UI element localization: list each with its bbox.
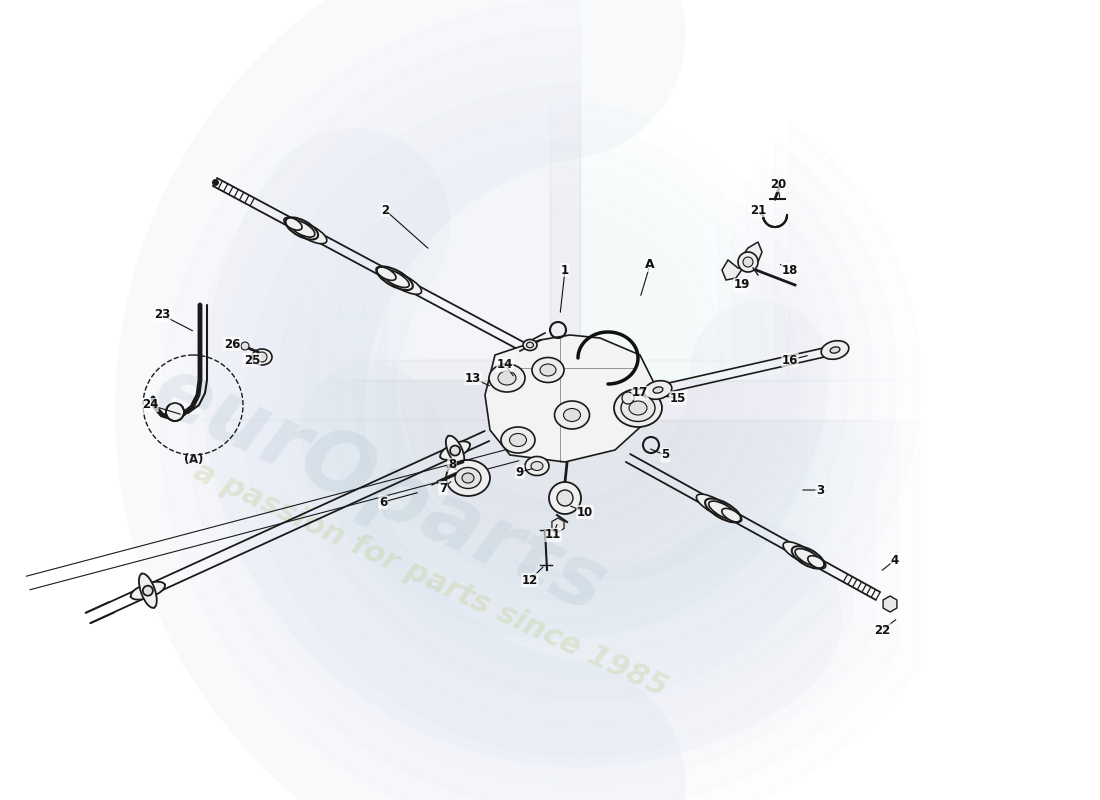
Text: 26: 26 xyxy=(223,338,240,350)
Circle shape xyxy=(742,257,754,267)
Circle shape xyxy=(257,352,267,362)
Ellipse shape xyxy=(531,462,543,470)
Ellipse shape xyxy=(525,457,549,475)
Ellipse shape xyxy=(131,582,165,600)
Ellipse shape xyxy=(563,409,581,422)
Ellipse shape xyxy=(527,342,534,348)
Ellipse shape xyxy=(455,467,481,489)
Ellipse shape xyxy=(509,434,527,446)
Text: 3: 3 xyxy=(816,483,824,497)
Ellipse shape xyxy=(696,494,733,517)
Text: 6: 6 xyxy=(378,495,387,509)
Ellipse shape xyxy=(139,574,157,608)
Text: 23: 23 xyxy=(154,309,170,322)
Text: 20: 20 xyxy=(770,178,786,191)
Circle shape xyxy=(143,586,153,596)
Ellipse shape xyxy=(252,349,272,365)
Polygon shape xyxy=(722,242,762,280)
Circle shape xyxy=(557,490,573,506)
Text: 9: 9 xyxy=(516,466,524,478)
Ellipse shape xyxy=(722,508,741,522)
Ellipse shape xyxy=(284,218,302,230)
Text: 19: 19 xyxy=(734,278,750,291)
Circle shape xyxy=(738,252,758,272)
Circle shape xyxy=(241,342,249,350)
Text: 17: 17 xyxy=(631,386,648,399)
Text: 18: 18 xyxy=(782,263,799,277)
Text: 24: 24 xyxy=(142,398,158,411)
Ellipse shape xyxy=(381,269,409,287)
Text: 1: 1 xyxy=(561,263,569,277)
Text: 25: 25 xyxy=(244,354,261,366)
Circle shape xyxy=(450,446,460,455)
Circle shape xyxy=(621,392,634,404)
Text: 16: 16 xyxy=(782,354,799,366)
Ellipse shape xyxy=(621,394,654,422)
Text: 22: 22 xyxy=(873,623,890,637)
Ellipse shape xyxy=(807,556,826,569)
Ellipse shape xyxy=(614,389,662,427)
Ellipse shape xyxy=(446,460,490,496)
Text: 21: 21 xyxy=(750,203,766,217)
Text: 5: 5 xyxy=(661,449,669,462)
Text: A: A xyxy=(646,258,654,271)
Text: 14: 14 xyxy=(497,358,514,371)
Ellipse shape xyxy=(386,272,421,294)
Text: 13: 13 xyxy=(465,371,481,385)
Text: a passion for parts since 1985: a passion for parts since 1985 xyxy=(188,457,671,703)
Circle shape xyxy=(549,482,581,514)
Ellipse shape xyxy=(795,549,821,566)
Ellipse shape xyxy=(653,387,663,393)
Ellipse shape xyxy=(540,364,556,376)
Ellipse shape xyxy=(629,401,647,415)
Text: $\bf{(A)}$: $\bf{(A)}$ xyxy=(183,450,204,466)
Ellipse shape xyxy=(500,427,535,453)
Ellipse shape xyxy=(645,381,672,399)
Ellipse shape xyxy=(822,341,849,359)
Text: 10: 10 xyxy=(576,506,593,518)
Ellipse shape xyxy=(462,473,474,483)
Ellipse shape xyxy=(440,442,470,460)
Ellipse shape xyxy=(289,220,315,237)
Text: 12: 12 xyxy=(521,574,538,586)
Ellipse shape xyxy=(532,358,564,382)
Ellipse shape xyxy=(498,371,516,385)
Circle shape xyxy=(166,403,184,421)
Ellipse shape xyxy=(490,364,525,392)
Ellipse shape xyxy=(295,222,327,244)
Ellipse shape xyxy=(446,436,464,466)
Ellipse shape xyxy=(554,401,590,429)
Text: 7: 7 xyxy=(439,482,447,494)
Ellipse shape xyxy=(376,266,396,280)
Ellipse shape xyxy=(783,542,815,563)
Text: 8: 8 xyxy=(448,458,456,471)
Polygon shape xyxy=(883,596,896,612)
Polygon shape xyxy=(485,335,654,462)
Text: 4: 4 xyxy=(891,554,899,566)
Text: eurOparts: eurOparts xyxy=(141,349,619,631)
Ellipse shape xyxy=(708,501,737,520)
Ellipse shape xyxy=(830,347,840,353)
Polygon shape xyxy=(552,518,564,532)
Text: 11: 11 xyxy=(544,529,561,542)
Ellipse shape xyxy=(522,339,537,350)
Text: 2: 2 xyxy=(381,203,389,217)
Text: 15: 15 xyxy=(670,391,686,405)
